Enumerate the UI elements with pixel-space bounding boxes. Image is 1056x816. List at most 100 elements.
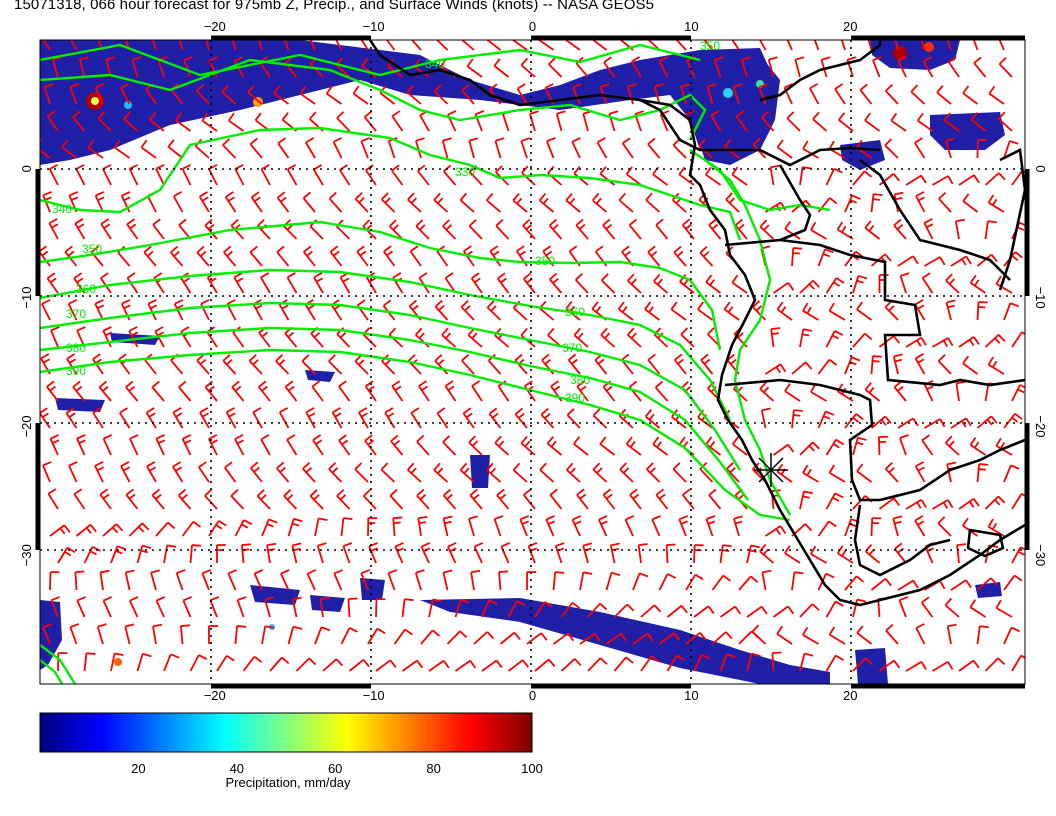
wind-barb	[72, 386, 86, 402]
wind-barb-flag	[445, 332, 452, 339]
wind-barb	[945, 442, 960, 456]
wind-barb	[391, 115, 404, 132]
wind-barb	[693, 544, 696, 564]
wind-barb-flag	[465, 412, 473, 419]
wind-barb-flag	[698, 138, 706, 147]
wind-barb-flag	[759, 543, 767, 552]
wind-barb-flag	[237, 596, 247, 601]
wind-barb-flag	[495, 659, 503, 669]
wind-barb-flag	[222, 138, 230, 146]
wind-barb-flag	[76, 434, 86, 440]
wind-barb-flag	[851, 194, 861, 200]
wind-barb	[548, 224, 563, 240]
wind-barb	[181, 168, 192, 186]
wind-barb-flag	[699, 246, 708, 254]
wind-barb-flag	[762, 569, 772, 574]
wind-barb	[336, 495, 351, 510]
wind-barb-flag	[912, 417, 919, 427]
wind-barb-flag	[893, 659, 901, 669]
wind-barb-flag	[41, 250, 49, 257]
wind-barb	[573, 443, 589, 456]
wind-barb-flag	[266, 542, 277, 547]
wind-barb-flag	[70, 623, 80, 628]
wind-barb	[852, 657, 867, 672]
wind-barb	[360, 572, 369, 591]
wind-barb-flag	[89, 550, 97, 556]
wind-barb	[602, 386, 616, 402]
wind-barb-flag	[540, 632, 548, 641]
wind-barb-flag	[808, 283, 815, 290]
wind-barb	[441, 334, 457, 348]
wind-barb	[183, 59, 192, 78]
wind-barb-flag	[804, 652, 814, 657]
wind-barb	[486, 199, 502, 213]
wind-barb	[733, 518, 740, 537]
wind-barb-flag	[184, 439, 192, 445]
wind-barb-flag	[438, 304, 445, 311]
wind-barb	[348, 658, 365, 672]
wind-barb-flag	[926, 385, 934, 391]
wind-barb-flag	[59, 527, 66, 535]
wind-barb-flag	[914, 515, 924, 522]
wind-barb-flag	[471, 569, 481, 574]
wind-barb	[232, 331, 245, 348]
wind-barb-flag	[268, 518, 278, 524]
wind-barb	[302, 468, 316, 483]
wind-barb	[976, 415, 992, 429]
wind-barb-flag	[121, 191, 131, 197]
wind-barb-flag	[920, 337, 927, 346]
wind-barb-flag	[822, 253, 831, 258]
wind-barb-flag	[1017, 388, 1025, 394]
wind-barb-flag	[1010, 302, 1020, 308]
frame-ticks	[35, 35, 1030, 689]
wind-barb	[242, 656, 256, 672]
wind-barb-flag	[734, 606, 742, 615]
wind-barb-flag	[821, 56, 831, 61]
wind-barb-flag	[311, 380, 320, 388]
wind-barb-flag	[341, 439, 349, 446]
wind-barb	[560, 602, 574, 618]
wind-barb-flag	[282, 30, 290, 33]
wind-barb-flag	[376, 627, 386, 635]
wind-barb	[209, 599, 218, 618]
wind-barb	[752, 468, 767, 483]
wind-barb-flag	[40, 407, 48, 414]
wind-barb-flag	[75, 385, 83, 392]
wind-barb	[549, 494, 563, 510]
wind-barb-flag	[102, 385, 109, 392]
wind-barb-flag	[418, 515, 428, 520]
wind-barb-flag	[364, 434, 373, 442]
wind-barb-flag	[631, 56, 640, 63]
wind-barb-flag	[207, 223, 215, 230]
wind-barb-flag	[568, 245, 578, 253]
wind-barb-flag	[856, 441, 864, 446]
wind-barb-flag	[407, 354, 416, 362]
wind-barb-flag	[948, 56, 957, 63]
wind-barb	[673, 251, 687, 267]
wind-barb-flag	[775, 366, 781, 374]
wind-barb-flag	[44, 83, 54, 88]
lon-tick-label-top: −20	[204, 19, 226, 34]
wind-barb	[546, 140, 555, 159]
wind-barb	[389, 225, 404, 240]
wind-barb-flag	[223, 245, 232, 254]
wind-barb	[575, 279, 589, 294]
wind-barb-flag	[471, 380, 480, 387]
wind-barb-flag	[419, 493, 427, 501]
wind-barb	[878, 173, 895, 186]
wind-barb-flag	[293, 547, 301, 552]
wind-barb	[799, 279, 814, 294]
wind-barb-flag	[624, 250, 632, 257]
wind-barb-flag	[946, 461, 957, 466]
wind-barb-flag	[910, 84, 919, 93]
wind-barb	[64, 251, 78, 267]
wind-barb-flag	[512, 192, 520, 202]
lon-tick-label-bottom: 0	[529, 688, 536, 703]
wind-barb	[791, 572, 796, 591]
wind-barb	[626, 173, 642, 186]
wind-barb-flag	[956, 381, 966, 385]
wind-barb	[145, 412, 157, 429]
wind-barb	[513, 307, 528, 321]
wind-barb-flag	[915, 623, 925, 629]
wind-barb-flag	[939, 256, 946, 266]
